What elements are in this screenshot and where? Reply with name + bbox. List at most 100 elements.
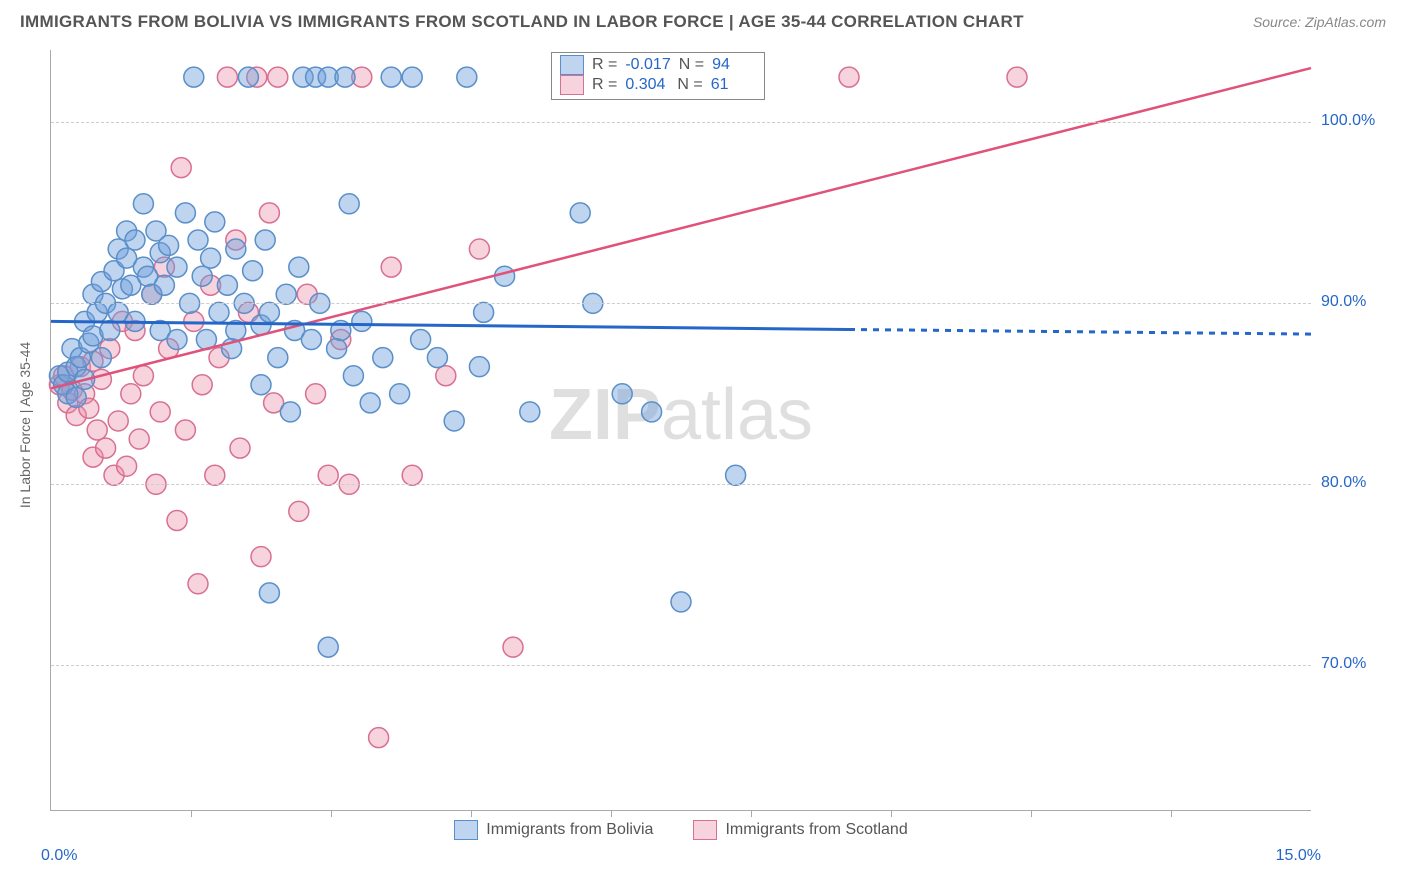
y-axis-label-wrap: In Labor Force | Age 35-44 <box>10 40 40 810</box>
x-tick <box>1171 810 1172 817</box>
scatter-point-scotland <box>839 67 859 87</box>
stats-legend: R =-0.017N =94R =0.304N =61 <box>551 52 765 100</box>
x-tick <box>331 810 332 817</box>
scatter-point-bolivia <box>226 239 246 259</box>
scatter-point-bolivia <box>268 348 288 368</box>
legend-stat-row: R =0.304N =61 <box>560 75 756 95</box>
scatter-point-scotland <box>469 239 489 259</box>
gridline <box>51 122 1311 123</box>
chart-container: In Labor Force | Age 35-44 ZIPatlas R =-… <box>0 40 1406 870</box>
scatter-point-bolivia <box>570 203 590 223</box>
scatter-point-scotland <box>268 67 288 87</box>
x-tick <box>1031 810 1032 817</box>
scatter-point-scotland <box>192 375 212 395</box>
scatter-point-bolivia <box>402 67 422 87</box>
gridline <box>51 484 1311 485</box>
scatter-point-bolivia <box>243 261 263 281</box>
legend-swatch <box>560 55 584 75</box>
legend-n-value: 94 <box>712 56 756 74</box>
scatter-point-scotland <box>150 402 170 422</box>
scatter-point-scotland <box>121 384 141 404</box>
x-tick <box>611 810 612 817</box>
series-legend-label: Immigrants from Bolivia <box>486 821 653 839</box>
legend-r-value: -0.017 <box>625 56 670 74</box>
scatter-point-bolivia <box>184 67 204 87</box>
scatter-point-bolivia <box>327 339 347 359</box>
scatter-point-scotland <box>175 420 195 440</box>
scatter-point-scotland <box>217 67 237 87</box>
scatter-point-bolivia <box>251 375 271 395</box>
scatter-point-bolivia <box>255 230 275 250</box>
y-tick-label: 80.0% <box>1321 474 1391 492</box>
scatter-point-bolivia <box>335 67 355 87</box>
scatter-point-bolivia <box>159 235 179 255</box>
scatter-point-bolivia <box>259 583 279 603</box>
scatter-point-bolivia <box>726 465 746 485</box>
legend-n-label: N = <box>677 76 702 94</box>
legend-swatch <box>693 820 717 840</box>
scatter-point-bolivia <box>671 592 691 612</box>
chart-title: IMMIGRANTS FROM BOLIVIA VS IMMIGRANTS FR… <box>20 12 1024 32</box>
scatter-point-bolivia <box>642 402 662 422</box>
scatter-point-bolivia <box>133 194 153 214</box>
header: IMMIGRANTS FROM BOLIVIA VS IMMIGRANTS FR… <box>0 0 1406 40</box>
scatter-point-bolivia <box>318 637 338 657</box>
x-axis-max-label: 15.0% <box>1276 847 1321 865</box>
legend-n-value: 61 <box>711 76 755 94</box>
y-tick-label: 100.0% <box>1321 112 1391 130</box>
y-axis-label: In Labor Force | Age 35-44 <box>17 342 33 508</box>
scatter-point-scotland <box>289 501 309 521</box>
x-tick <box>891 810 892 817</box>
scatter-point-bolivia <box>352 311 372 331</box>
gridline <box>51 665 1311 666</box>
gridline <box>51 303 1311 304</box>
scatter-point-scotland <box>259 203 279 223</box>
scatter-point-bolivia <box>175 203 195 223</box>
scatter-point-bolivia <box>289 257 309 277</box>
scatter-point-bolivia <box>91 348 111 368</box>
scatter-point-scotland <box>306 384 326 404</box>
scatter-point-bolivia <box>612 384 632 404</box>
scatter-point-scotland <box>205 465 225 485</box>
source-label: Source: ZipAtlas.com <box>1253 14 1386 30</box>
scatter-point-bolivia <box>280 402 300 422</box>
x-axis-min-label: 0.0% <box>41 847 77 865</box>
legend-swatch <box>454 820 478 840</box>
scatter-point-bolivia <box>154 275 174 295</box>
y-tick-label: 90.0% <box>1321 293 1391 311</box>
scatter-point-bolivia <box>457 67 477 87</box>
scatter-point-scotland <box>171 158 191 178</box>
x-tick <box>191 810 192 817</box>
trend-line-bolivia-dashed <box>849 329 1311 334</box>
legend-stat-row: R =-0.017N =94 <box>560 55 756 75</box>
scatter-point-scotland <box>108 411 128 431</box>
scatter-point-scotland <box>117 456 137 476</box>
series-legend-item: Immigrants from Bolivia <box>454 820 653 840</box>
plot-svg <box>51 50 1311 810</box>
scatter-point-bolivia <box>209 302 229 322</box>
scatter-point-scotland <box>87 420 107 440</box>
scatter-point-bolivia <box>495 266 515 286</box>
series-legend-item: Immigrants from Scotland <box>693 820 907 840</box>
x-tick <box>471 810 472 817</box>
trend-line-scotland <box>51 68 1311 388</box>
scatter-point-scotland <box>230 438 250 458</box>
scatter-point-bolivia <box>339 194 359 214</box>
scatter-point-bolivia <box>167 257 187 277</box>
scatter-point-scotland <box>129 429 149 449</box>
x-tick <box>751 810 752 817</box>
scatter-point-scotland <box>133 366 153 386</box>
scatter-point-bolivia <box>66 387 86 407</box>
scatter-point-bolivia <box>301 330 321 350</box>
scatter-point-bolivia <box>259 302 279 322</box>
scatter-point-bolivia <box>125 230 145 250</box>
plot-area: ZIPatlas R =-0.017N =94R =0.304N =61 Imm… <box>50 50 1311 811</box>
scatter-point-scotland <box>402 465 422 485</box>
y-tick-label: 70.0% <box>1321 655 1391 673</box>
series-legend: Immigrants from Bolivia Immigrants from S… <box>51 820 1311 840</box>
scatter-point-bolivia <box>238 67 258 87</box>
series-legend-label: Immigrants from Scotland <box>725 821 907 839</box>
legend-swatch <box>560 75 584 95</box>
scatter-point-scotland <box>251 547 271 567</box>
scatter-point-bolivia <box>444 411 464 431</box>
